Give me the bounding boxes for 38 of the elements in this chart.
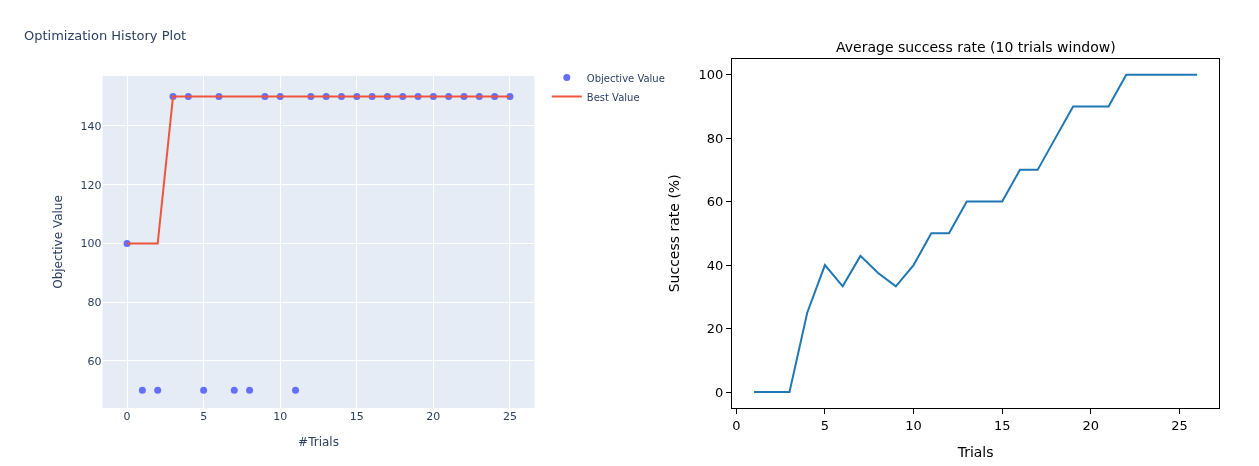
y-tick-label: 140: [80, 119, 102, 133]
point: [154, 386, 162, 394]
x-tick-label: 20: [1082, 417, 1100, 433]
x-tick-label: 15: [993, 417, 1011, 433]
chart-title: Optimization History Plot: [24, 28, 187, 43]
x-tick-label: 0: [732, 417, 741, 433]
x-tick-label: 5: [820, 417, 830, 433]
x-tick-label: 10: [905, 417, 922, 433]
x-tick-label: 15: [349, 409, 364, 423]
point: [246, 386, 254, 394]
y-tick-label: 60: [706, 194, 724, 210]
y-tick-label: 80: [706, 130, 724, 146]
point: [200, 386, 208, 394]
y-tick-label: 40: [706, 257, 724, 273]
y-tick-label: 80: [87, 296, 102, 310]
y-tick-label: 120: [80, 178, 102, 192]
y-tick-label: 100: [80, 237, 102, 251]
y-axis-title: Objective Value: [50, 195, 65, 289]
point: [230, 386, 238, 394]
x-tick-label: 0: [123, 409, 131, 423]
line-series: [753, 73, 1199, 394]
legend-label: Objective Value: [586, 72, 665, 84]
point: [292, 386, 300, 394]
chart-title: Average success rate (10 trials window): [836, 39, 1116, 55]
x-axis-title: #Trials: [298, 434, 339, 449]
y-tick-label: 20: [706, 321, 724, 337]
x-tick-label: 10: [273, 409, 288, 423]
point: [138, 386, 146, 394]
legend-label: Best Value: [586, 91, 640, 103]
x-tick-label: 25: [502, 409, 517, 423]
x-tick-label: 25: [1171, 417, 1188, 433]
x-tick-label: 20: [426, 409, 441, 423]
x-tick-label: 5: [200, 409, 208, 423]
y-tick-label: 60: [87, 354, 102, 368]
y-tick-label: 100: [698, 67, 724, 83]
y-tick-label: 0: [715, 384, 724, 400]
x-axis-title: Trials: [956, 443, 994, 460]
y-axis-title: Success rate (%): [666, 174, 683, 293]
